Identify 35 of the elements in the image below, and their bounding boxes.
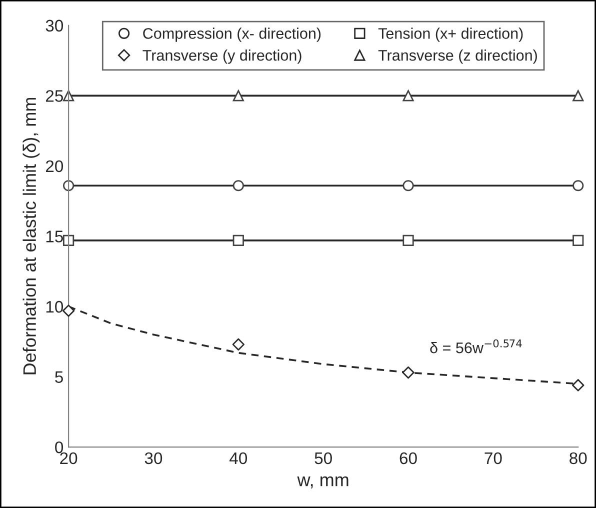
- y-tick-label: 5: [55, 371, 63, 383]
- point: [62, 180, 74, 192]
- annotation: δ = 56w$^{−0.574}$: [430, 339, 522, 354]
- point: [572, 90, 584, 102]
- y-axis-title: Deformation at elastic limit (δ), mm: [22, 98, 40, 374]
- point: [572, 234, 584, 246]
- x-axis-title: w, mm: [297, 476, 348, 488]
- x-tick-label: 70: [484, 452, 502, 464]
- y-tick-label: 25: [46, 90, 63, 102]
- x-tick-label: 50: [314, 452, 332, 464]
- point: [232, 338, 244, 351]
- point: [62, 234, 74, 246]
- x-tick-label: 60: [400, 452, 417, 464]
- point: [232, 180, 244, 192]
- y-tick-label: 10: [46, 300, 64, 313]
- point: [402, 234, 414, 246]
- point: [572, 180, 584, 192]
- point: [402, 180, 414, 192]
- y-tick-label: 0: [55, 441, 64, 454]
- y-tick-label: 20: [46, 160, 64, 172]
- point: [232, 234, 244, 246]
- legend-label: Compression (x- direction): [143, 28, 321, 42]
- y-tick-label: 30: [46, 20, 64, 32]
- legend-label: Transverse (y direction): [142, 50, 302, 64]
- x-tick-label: 30: [144, 452, 162, 464]
- point: [402, 90, 414, 102]
- point: [232, 90, 244, 102]
- legend-label: Transverse (z direction): [378, 50, 537, 64]
- point: [572, 379, 584, 392]
- x-tick-label: 80: [570, 452, 587, 464]
- y-tick-label: 15: [46, 230, 63, 242]
- point: [402, 366, 414, 379]
- x-tick-label: 40: [230, 452, 248, 464]
- legend-label: Tension (x+ direction): [378, 28, 523, 42]
- point: [62, 304, 75, 317]
